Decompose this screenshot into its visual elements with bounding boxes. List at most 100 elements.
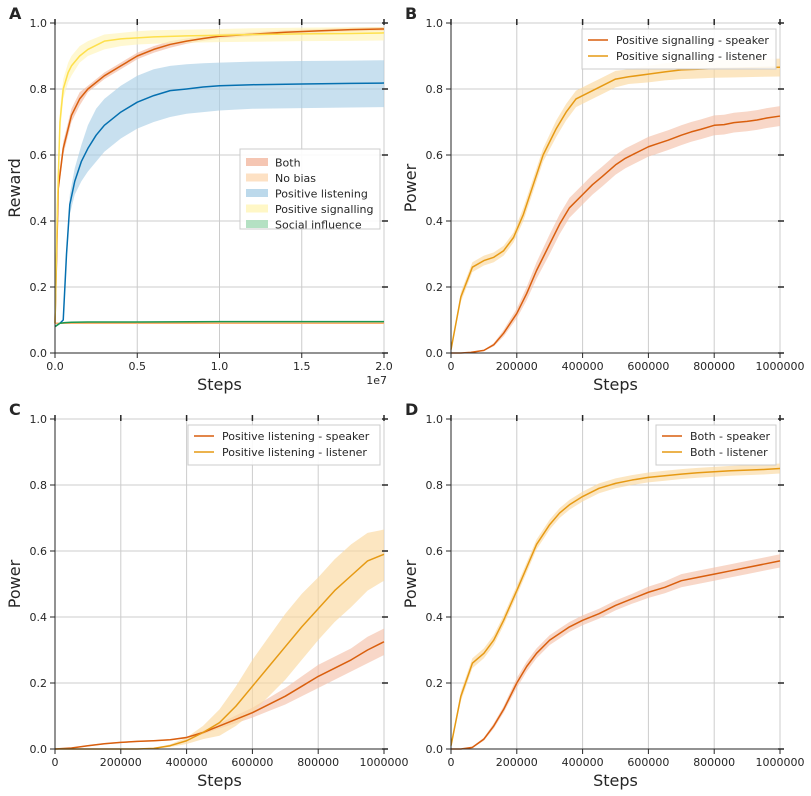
x-tick-label: 800000 <box>297 756 339 769</box>
legend: Both - speaker Both - listener <box>655 424 777 466</box>
legend-swatch <box>246 204 268 213</box>
y-axis-label: Reward <box>5 158 24 218</box>
panel-c: 0 200000 400000 600000 800000 1000000 0.0 0.2 0.… <box>5 400 409 790</box>
x-tick-label: 400000 <box>166 756 208 769</box>
x-tick-label: 200000 <box>496 360 538 373</box>
y-tick-label: 0.6 <box>426 149 444 162</box>
panel-letter: D <box>405 400 418 419</box>
series-band <box>451 554 780 749</box>
x-tick-label: 0 <box>448 756 455 769</box>
x-tick-label: 0 <box>448 360 455 373</box>
x-tick-label: 2.0 <box>375 360 393 373</box>
panel-letter: A <box>9 4 22 23</box>
x-tick-label: 600000 <box>231 756 273 769</box>
panel-d: 0 200000 400000 600000 800000 1000000 0.0 0.2 0.… <box>401 400 805 790</box>
y-tick-label: 0.6 <box>426 545 444 558</box>
series-line <box>451 560 781 750</box>
y-tick-label: 0.2 <box>426 677 444 690</box>
y-tick-label: 0.8 <box>30 83 48 96</box>
y-tick-label: 0.4 <box>426 215 444 228</box>
x-axis-label: Steps <box>197 771 242 790</box>
y-tick-label: 1.0 <box>426 17 444 30</box>
x-axis-label: Steps <box>197 375 242 394</box>
series-band <box>55 60 384 327</box>
y-tick-label: 0.8 <box>30 479 48 492</box>
panel-letter: B <box>405 4 417 23</box>
panel-letter: C <box>9 400 21 419</box>
y-tick-label: 0.0 <box>30 743 48 756</box>
x-tick-label: 1000000 <box>360 756 409 769</box>
legend-swatch <box>246 173 268 182</box>
x-axis-label: Steps <box>593 771 638 790</box>
x-tick-label: 0 <box>52 756 59 769</box>
series-line <box>54 320 384 328</box>
legend-label: Positive signalling - listener <box>616 50 767 63</box>
panel-b: 0 200000 400000 600000 800000 1000000 0.0 0.2 0.… <box>401 4 805 394</box>
legend: Both No bias Positive listening Positive si… <box>239 148 381 232</box>
y-tick-label: 0.4 <box>30 611 48 624</box>
y-tick-label: 0.8 <box>426 479 444 492</box>
legend-swatch <box>246 158 268 166</box>
legend-label: Positive signalling <box>275 203 374 216</box>
x-tick-label: 800000 <box>693 360 735 373</box>
x-tick-label: 600000 <box>627 360 669 373</box>
x-tick-label: 1000000 <box>756 756 805 769</box>
x-tick-label: 1.5 <box>293 360 311 373</box>
y-tick-label: 0.6 <box>30 545 48 558</box>
legend-box <box>581 28 777 70</box>
y-tick-label: 0.2 <box>30 281 48 294</box>
y-tick-label: 0.0 <box>426 743 444 756</box>
y-axis-label: Power <box>401 559 420 608</box>
y-tick-label: 0.0 <box>30 347 48 360</box>
legend-swatch <box>246 220 268 228</box>
x-tick-label: 400000 <box>562 360 604 373</box>
series-line <box>54 32 385 324</box>
x-tick-label: 600000 <box>627 756 669 769</box>
x-tick-label: 1.0 <box>211 360 229 373</box>
series-line <box>450 66 781 350</box>
legend-box <box>655 424 777 466</box>
x-tick-label: 800000 <box>693 756 735 769</box>
legend-label: Positive listening - listener <box>222 446 367 459</box>
legend: Positive signalling - speaker Positive si… <box>581 28 777 70</box>
y-tick-label: 1.0 <box>426 413 444 426</box>
y-tick-label: 0.4 <box>426 611 444 624</box>
legend-label: No bias <box>275 172 316 185</box>
series-line <box>54 82 385 328</box>
y-tick-label: 1.0 <box>30 17 48 30</box>
series-band <box>451 58 780 352</box>
y-tick-label: 0.2 <box>30 677 48 690</box>
series-band <box>451 106 780 353</box>
legend-label: Social influence <box>275 219 362 232</box>
legend-label: Positive listening <box>275 188 368 201</box>
x-tick-label: 200000 <box>100 756 142 769</box>
legend-label: Both <box>275 157 301 170</box>
x-tick-label: 1000000 <box>756 360 805 373</box>
x-tick-label: 0.5 <box>129 360 147 373</box>
series-line <box>54 28 385 324</box>
series-line <box>450 467 781 746</box>
series-band <box>55 529 384 749</box>
y-tick-label: 0.4 <box>30 215 48 228</box>
x-tick-label: 400000 <box>562 756 604 769</box>
legend-box <box>187 424 381 466</box>
legend-label: Positive listening - speaker <box>222 430 370 443</box>
series-line <box>54 641 385 750</box>
legend: Positive listening - speaker Positive lis… <box>187 424 381 466</box>
series-line <box>451 115 781 354</box>
x-tick-label: 200000 <box>496 756 538 769</box>
legend-label: Both - listener <box>690 446 768 459</box>
y-tick-label: 0.0 <box>426 347 444 360</box>
legend-label: Both - speaker <box>690 430 770 443</box>
y-tick-label: 0.6 <box>30 149 48 162</box>
x-axis-label: Steps <box>593 375 638 394</box>
y-tick-label: 0.2 <box>426 281 444 294</box>
x-offset-label: 1e7 <box>366 374 387 387</box>
x-tick-label: 0.0 <box>46 360 64 373</box>
legend-label: Positive signalling - speaker <box>616 34 769 47</box>
y-tick-label: 0.8 <box>426 83 444 96</box>
y-axis-label: Power <box>5 559 24 608</box>
y-axis-label: Power <box>401 163 420 212</box>
legend-swatch <box>246 189 268 197</box>
